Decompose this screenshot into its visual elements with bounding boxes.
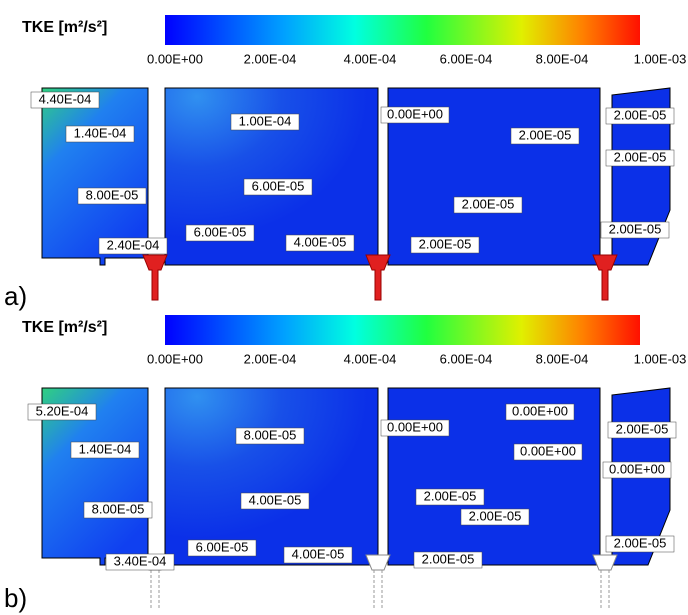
label-box (415, 488, 485, 506)
contour-label: 3.40E-04 (114, 553, 167, 568)
contour-label: 2.00E-05 (424, 488, 477, 503)
contour-label: 2.00E-05 (614, 149, 667, 164)
label-box (413, 551, 483, 569)
label-box (77, 187, 147, 205)
colorbar-tick-label: 4.00E-04 (344, 51, 397, 66)
label-box (513, 443, 583, 461)
contour-label: 4.40E-04 (39, 91, 92, 106)
label-box (602, 461, 672, 479)
contour-label: 8.00E-05 (244, 427, 297, 442)
contour-label: 2.00E-05 (614, 535, 667, 550)
colorbar-tick-label: 1.00E-03 (634, 51, 687, 66)
contour-label: 2.00E-05 (422, 551, 475, 566)
label-box (105, 553, 175, 571)
label-box (235, 427, 305, 445)
contour-label: 2.00E-05 (519, 127, 572, 142)
colorbar (165, 315, 640, 345)
label-box (243, 178, 313, 196)
colorbar-tick-label: 0.00E+00 (147, 351, 203, 366)
panels: TKE [m²/s²] 0.00E+00 2.00E-04 4.00E-04 6.00E… (4, 15, 686, 613)
contour-label: 0.00E+00 (520, 443, 576, 458)
injector-outline (600, 570, 610, 610)
colorbar-tick-label: 2.00E-04 (244, 51, 297, 66)
colorbar-title: TKE [m²/s²] (22, 319, 107, 336)
label-box (605, 107, 675, 125)
label-box (505, 403, 575, 421)
label-box (607, 421, 677, 439)
contour-label: 6.00E-05 (196, 539, 249, 554)
injector-outline (150, 570, 160, 610)
panel-label: b) (4, 583, 27, 613)
panel-label: a) (4, 281, 27, 311)
label-box (605, 149, 675, 167)
contour-label: 6.00E-05 (194, 224, 247, 239)
contour-label: 0.00E+00 (387, 419, 443, 434)
label-box (380, 419, 450, 437)
contour-label: 4.00E-05 (294, 234, 347, 249)
label-box (605, 535, 675, 553)
label-box (230, 113, 300, 131)
domain-main (164, 387, 379, 566)
label-box (187, 539, 257, 557)
colorbar-tick-label: 6.00E-04 (440, 351, 493, 366)
colorbar-tick-label: 0.00E+00 (147, 51, 203, 66)
contour-label: 2.00E-05 (469, 508, 522, 523)
contour-label: 4.00E-05 (249, 492, 302, 507)
injector (592, 554, 618, 571)
contour-label: 0.00E+00 (387, 106, 443, 121)
label-box (27, 403, 97, 421)
colorbar-tick-label: 8.00E-04 (536, 351, 589, 366)
label-box (185, 224, 255, 242)
contour-label: 2.00E-05 (614, 107, 667, 122)
label-box (65, 125, 135, 143)
injector (592, 254, 618, 301)
contour-label: 2.00E-05 (609, 221, 662, 236)
colorbar-tick-label: 8.00E-04 (536, 51, 589, 66)
panel: TKE [m²/s²] 0.00E+00 2.00E-04 4.00E-04 6.00E… (4, 315, 686, 613)
label-box (380, 106, 450, 124)
contour-label: 0.00E+00 (512, 403, 568, 418)
injector-outline (373, 570, 383, 610)
label-box (285, 234, 355, 252)
colorbar-title: TKE [m²/s²] (22, 19, 107, 36)
contour-label: 0.00E+00 (609, 461, 665, 476)
label-box (510, 127, 580, 145)
contour-label: 8.00E-05 (86, 187, 139, 202)
contour-label: 1.40E-04 (74, 125, 127, 140)
contour-label: 1.00E-04 (239, 113, 292, 128)
contour-label: 5.20E-04 (36, 403, 89, 418)
label-box (240, 492, 310, 510)
colorbar (165, 15, 640, 45)
injector (365, 554, 391, 571)
colorbar-tick-label: 4.00E-04 (344, 351, 397, 366)
label-box (83, 501, 153, 519)
contour-label: 2.00E-05 (419, 236, 472, 251)
label-box (30, 91, 100, 109)
contour-label: 6.00E-05 (252, 178, 305, 193)
injector (142, 254, 168, 301)
label-box (98, 237, 168, 255)
colorbar-tick-label: 2.00E-04 (244, 351, 297, 366)
contour-label: 1.40E-04 (79, 441, 132, 456)
label-box (410, 236, 480, 254)
contour-label: 8.00E-05 (92, 501, 145, 516)
label-box (283, 546, 353, 564)
domain-left (41, 387, 149, 566)
label-box (70, 441, 140, 459)
colorbar-tick-label: 1.00E-03 (634, 351, 687, 366)
contour-label: 2.00E-05 (616, 421, 669, 436)
colorbar-tick-label: 6.00E-04 (440, 51, 493, 66)
contour-label: 2.40E-04 (107, 237, 160, 252)
contour-label: 2.00E-05 (462, 196, 515, 211)
label-box (460, 508, 530, 526)
injector (365, 254, 391, 301)
label-box (600, 221, 670, 239)
contour-label: 4.00E-05 (292, 546, 345, 561)
label-box (453, 196, 523, 214)
panel: TKE [m²/s²] 0.00E+00 2.00E-04 4.00E-04 6.00E… (4, 15, 686, 311)
